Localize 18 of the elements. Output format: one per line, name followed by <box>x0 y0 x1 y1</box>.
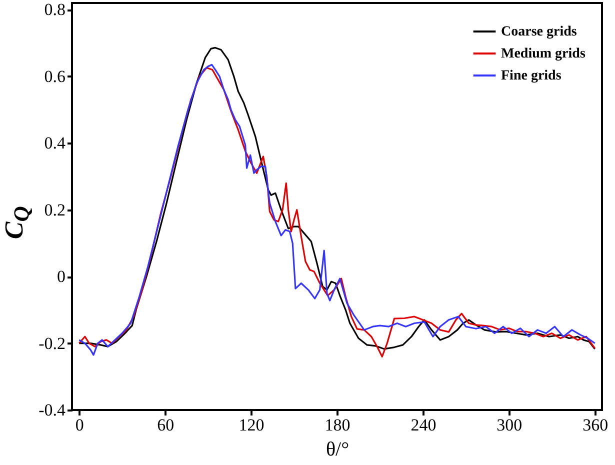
y-tick-label: 0.2 <box>44 200 66 220</box>
y-tick-label: -0.2 <box>38 334 66 353</box>
x-tick-label: 0 <box>75 416 84 434</box>
legend-label: Fine grids <box>501 68 562 84</box>
legend-label: Coarse grids <box>501 24 578 40</box>
y-tick-label: 0.8 <box>44 0 66 20</box>
x-tick-label: 300 <box>496 416 522 434</box>
x-tick-label: 360 <box>582 416 608 434</box>
legend-label: Medium grids <box>501 46 586 62</box>
x-tick-label: 120 <box>238 416 264 434</box>
y-tick-label: 0.6 <box>44 66 66 86</box>
y-tick-label: 0 <box>57 267 66 286</box>
y-tick-label: 0.4 <box>44 134 66 153</box>
x-tick-label: 60 <box>157 416 174 434</box>
x-tick-label: 240 <box>410 416 436 434</box>
x-axis-title: θ/° <box>326 438 350 460</box>
x-tick-label: 180 <box>324 416 350 434</box>
y-tick-label: -0.4 <box>38 400 66 420</box>
